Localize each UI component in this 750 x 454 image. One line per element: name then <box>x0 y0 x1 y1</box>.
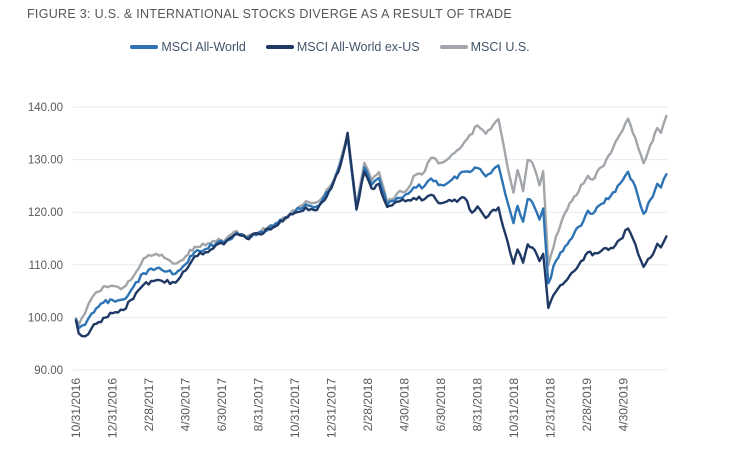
x-tick-label: 10/31/2016 <box>69 378 83 438</box>
x-tick-label: 2/28/2018 <box>361 378 375 432</box>
x-tick-label: 8/31/2018 <box>471 378 485 432</box>
legend-swatch-msci-u-s <box>439 44 468 49</box>
x-tick-label: 2/28/2019 <box>580 378 594 432</box>
gridlines <box>73 106 667 371</box>
legend-item-msci-all-world-ex-us: MSCI All-World ex-US <box>265 39 420 54</box>
x-tick-label: 4/30/2019 <box>617 378 631 432</box>
x-tick-label: 4/30/2017 <box>179 378 193 432</box>
legend-swatch-msci-all-world <box>130 44 159 49</box>
y-tick-label: 120.00 <box>28 207 63 219</box>
x-tick-label: 12/31/2017 <box>325 378 339 438</box>
x-tick-label: 2/28/2017 <box>142 378 156 432</box>
legend-swatch-msci-all-world-ex-us <box>265 44 294 49</box>
line-msci-all-world-ex-us <box>74 131 668 338</box>
line-msci-u-s <box>74 114 668 326</box>
x-axis-labels: 10/31/2016 12/31/2016 2/28/2017 4/30/2017 6/… <box>69 378 631 438</box>
x-tick-label: 6/30/2017 <box>215 378 229 432</box>
legend-label-msci-all-world-ex-us: MSCI All-World ex-US <box>296 39 420 54</box>
chart-legend: MSCI All-World MSCI All-World ex-US MSCI U… <box>40 38 620 55</box>
figure-title: FIGURE 3: U.S. & INTERNATIONAL STOCKS DI… <box>27 7 512 21</box>
x-tick-label: 4/30/2018 <box>398 378 412 432</box>
legend-label-msci-u-s: MSCI U.S. <box>470 39 530 54</box>
y-tick-label: 90.00 <box>34 365 63 377</box>
x-tick-label: 6/30/2018 <box>434 378 448 432</box>
x-tick-label: 12/31/2016 <box>106 378 120 438</box>
legend-label-msci-all-world: MSCI All-World <box>161 39 246 54</box>
y-tick-label: 130.00 <box>28 155 63 167</box>
x-tick-label: 8/31/2017 <box>252 378 266 432</box>
y-axis-labels: 90.00 100.00 110.00 120.00 130.00 140.00 <box>28 102 63 377</box>
x-tick-label: 12/31/2018 <box>544 378 558 438</box>
y-tick-label: 140.00 <box>28 102 63 114</box>
y-tick-label: 100.00 <box>28 312 63 324</box>
legend-item-msci-all-world: MSCI All-World <box>130 40 246 54</box>
x-tick-label: 10/31/2017 <box>288 378 302 438</box>
legend-item-msci-u-s: MSCI U.S. <box>439 39 530 54</box>
line-msci-all-world <box>74 135 668 330</box>
series-lines <box>74 114 668 338</box>
x-tick-label: 10/31/2018 <box>507 378 521 438</box>
y-tick-label: 110.00 <box>29 260 63 272</box>
